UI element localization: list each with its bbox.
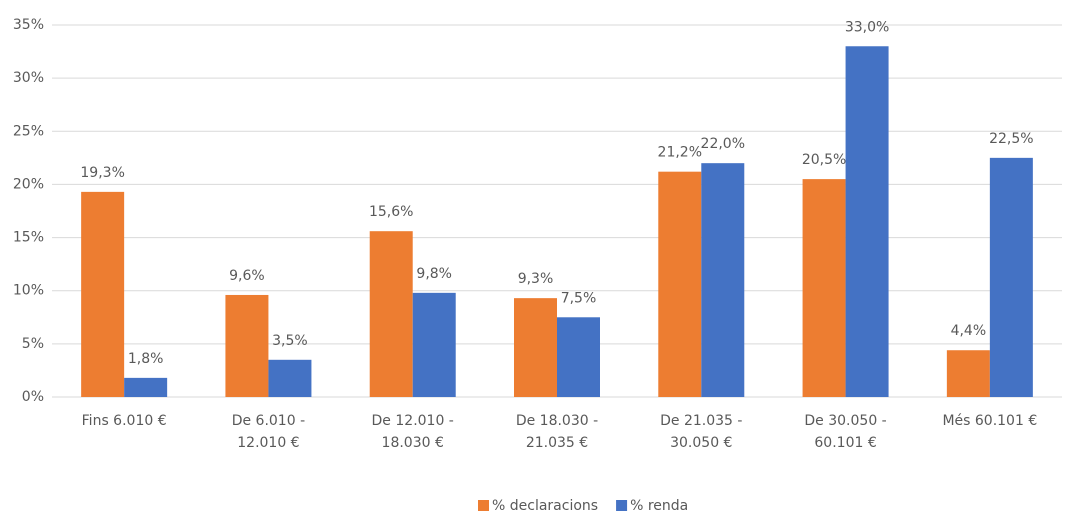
x-tick-label: De 21.035 - — [660, 413, 742, 429]
y-tick-label: 35% — [13, 17, 44, 33]
legend-swatch — [616, 500, 628, 511]
bar — [557, 317, 600, 397]
bar — [225, 294, 269, 397]
bar — [412, 292, 456, 397]
y-tick-label: 0% — [22, 389, 44, 405]
y-tick-label: 5% — [22, 336, 44, 352]
bar — [124, 377, 168, 397]
bar — [701, 163, 745, 397]
x-tick-label: 21.035 € — [526, 435, 588, 451]
y-tick-label: 10% — [13, 283, 44, 299]
bar — [946, 350, 990, 397]
data-label: 22,5% — [989, 131, 1033, 147]
x-tick-label: De 12.010 - — [372, 413, 454, 429]
x-tick-label: Fins 6.010 € — [82, 413, 167, 429]
y-tick-label: 20% — [13, 176, 44, 192]
legend-swatch — [478, 500, 489, 511]
data-label: 4,4% — [951, 323, 987, 339]
legend-label: % renda — [630, 498, 688, 514]
data-label: 9,3% — [518, 271, 554, 287]
data-label: 20,5% — [802, 152, 846, 168]
y-tick-label: 15% — [13, 230, 44, 246]
data-label: 9,8% — [416, 266, 452, 282]
x-tick-label: 12.010 € — [237, 435, 299, 451]
bar — [81, 191, 125, 397]
bar — [802, 179, 846, 397]
data-label: 1,8% — [128, 351, 164, 367]
data-label: 9,6% — [229, 268, 265, 284]
data-label: 15,6% — [369, 204, 413, 220]
data-label: 21,2% — [658, 145, 702, 161]
data-label: 19,3% — [80, 165, 124, 181]
x-tick-label: 18.030 € — [382, 435, 444, 451]
data-label: 3,5% — [272, 333, 308, 349]
data-label: 22,0% — [701, 136, 745, 152]
x-tick-label: De 6.010 - — [232, 413, 305, 429]
bar — [658, 171, 702, 397]
bar — [845, 46, 889, 397]
x-tick-label: 30.050 € — [670, 435, 732, 451]
data-label: 7,5% — [561, 290, 597, 306]
x-tick-label: De 18.030 - — [516, 413, 598, 429]
x-tick-label: De 30.050 - — [804, 413, 886, 429]
bar — [514, 298, 557, 397]
data-label: 33,0% — [845, 19, 889, 35]
bar — [268, 359, 312, 397]
bar — [369, 231, 413, 397]
x-tick-label: 60.101 € — [814, 435, 876, 451]
y-tick-label: 30% — [13, 70, 44, 86]
legend-label: % declaracions — [492, 498, 598, 514]
x-tick-label: Més 60.101 € — [942, 413, 1037, 429]
bar — [989, 157, 1033, 397]
y-tick-label: 25% — [13, 123, 44, 139]
